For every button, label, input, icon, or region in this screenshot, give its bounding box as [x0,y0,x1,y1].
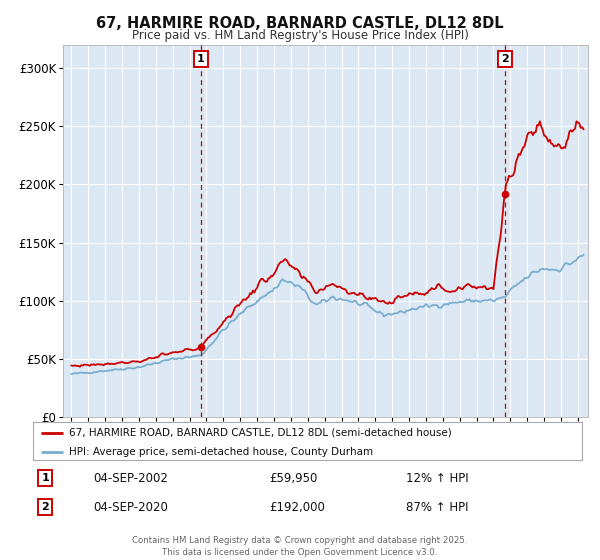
Text: 2: 2 [41,502,49,512]
Text: 1: 1 [41,473,49,483]
Text: 04-SEP-2020: 04-SEP-2020 [94,501,168,514]
Text: 04-SEP-2002: 04-SEP-2002 [94,472,168,485]
Text: Contains HM Land Registry data © Crown copyright and database right 2025.
This d: Contains HM Land Registry data © Crown c… [132,536,468,557]
Text: 12% ↑ HPI: 12% ↑ HPI [406,472,469,485]
Text: 67, HARMIRE ROAD, BARNARD CASTLE, DL12 8DL: 67, HARMIRE ROAD, BARNARD CASTLE, DL12 8… [96,16,504,31]
Text: £59,950: £59,950 [269,472,317,485]
Text: 1: 1 [197,54,205,64]
Text: £192,000: £192,000 [269,501,325,514]
Text: 87% ↑ HPI: 87% ↑ HPI [406,501,469,514]
Text: HPI: Average price, semi-detached house, County Durham: HPI: Average price, semi-detached house,… [68,447,373,457]
Text: 67, HARMIRE ROAD, BARNARD CASTLE, DL12 8DL (semi-detached house): 67, HARMIRE ROAD, BARNARD CASTLE, DL12 8… [68,427,451,437]
Text: 2: 2 [501,54,509,64]
Text: Price paid vs. HM Land Registry's House Price Index (HPI): Price paid vs. HM Land Registry's House … [131,29,469,42]
